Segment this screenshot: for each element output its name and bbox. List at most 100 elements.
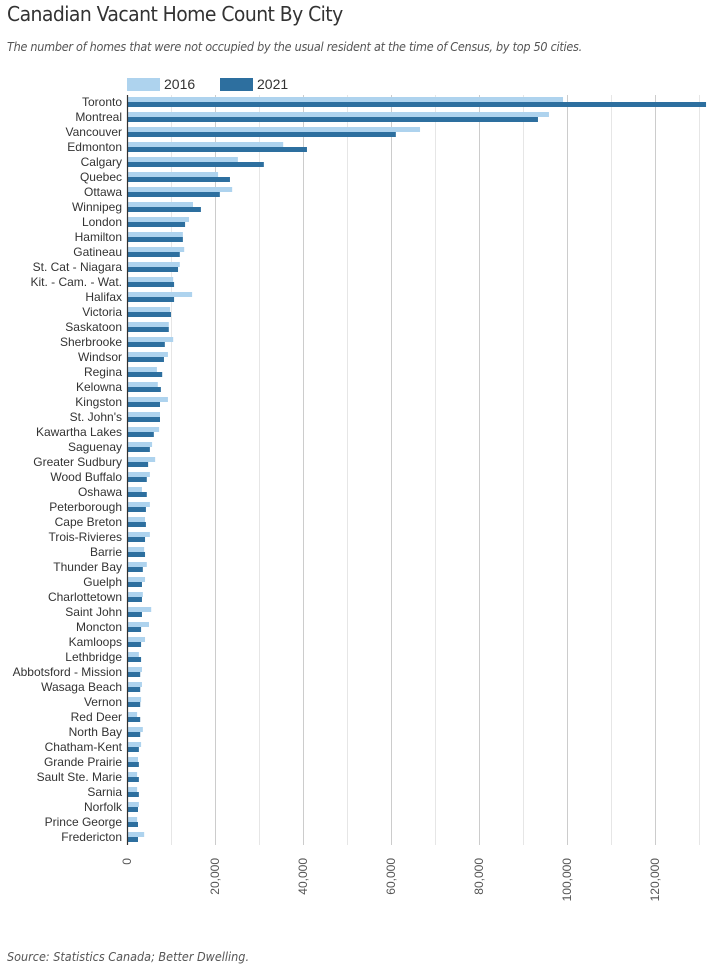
bar-2016[interactable] [127, 142, 284, 147]
bar-2016[interactable] [127, 412, 160, 417]
bar-2021[interactable] [127, 312, 171, 317]
bar-2021[interactable] [127, 102, 707, 107]
bar-2021[interactable] [127, 387, 161, 392]
bar-2016[interactable] [127, 157, 238, 162]
bar-2021[interactable] [127, 222, 186, 227]
bar-2021[interactable] [127, 837, 138, 842]
bar-2016[interactable] [127, 487, 142, 492]
bar-2016[interactable] [127, 292, 193, 297]
bar-2016[interactable] [127, 802, 139, 807]
bar-2016[interactable] [127, 532, 150, 537]
bar-2021[interactable] [127, 432, 154, 437]
bar-2016[interactable] [127, 832, 145, 837]
bar-2021[interactable] [127, 507, 146, 512]
bar-2021[interactable] [127, 342, 165, 347]
bar-2021[interactable] [127, 252, 180, 257]
bar-2016[interactable] [127, 247, 185, 252]
bar-2016[interactable] [127, 622, 149, 627]
bar-2021[interactable] [127, 462, 149, 467]
bar-2016[interactable] [127, 697, 142, 702]
bar-2021[interactable] [127, 477, 147, 482]
bar-2016[interactable] [127, 97, 564, 102]
bar-2021[interactable] [127, 177, 230, 182]
bar-2021[interactable] [127, 162, 264, 167]
bar-2021[interactable] [127, 192, 220, 197]
bar-2016[interactable] [127, 127, 421, 132]
bar-2016[interactable] [127, 187, 233, 192]
bar-2016[interactable] [127, 217, 190, 222]
bar-2016[interactable] [127, 712, 138, 717]
bar-2021[interactable] [127, 762, 139, 767]
bar-2021[interactable] [127, 807, 138, 812]
bar-2016[interactable] [127, 742, 142, 747]
bar-2021[interactable] [127, 642, 142, 647]
bar-2016[interactable] [127, 232, 183, 237]
bar-2016[interactable] [127, 322, 169, 327]
bar-2016[interactable] [127, 382, 158, 387]
bar-2021[interactable] [127, 417, 160, 422]
bar-2021[interactable] [127, 747, 139, 752]
bar-2016[interactable] [127, 652, 139, 657]
bar-2021[interactable] [127, 582, 142, 587]
bar-2016[interactable] [127, 172, 219, 177]
bar-2021[interactable] [127, 672, 141, 677]
bar-2016[interactable] [127, 502, 150, 507]
bar-2021[interactable] [127, 552, 146, 557]
bar-2021[interactable] [127, 327, 169, 332]
bar-2016[interactable] [127, 817, 138, 822]
bar-2016[interactable] [127, 442, 153, 447]
bar-2016[interactable] [127, 592, 143, 597]
bar-2021[interactable] [127, 372, 163, 377]
bar-2021[interactable] [127, 522, 146, 527]
bar-2021[interactable] [127, 657, 142, 662]
bar-2016[interactable] [127, 547, 145, 552]
bar-2016[interactable] [127, 562, 147, 567]
bar-2016[interactable] [127, 607, 152, 612]
bar-2016[interactable] [127, 637, 146, 642]
bar-2021[interactable] [127, 117, 538, 122]
bar-2021[interactable] [127, 792, 139, 797]
bar-2021[interactable] [127, 702, 141, 707]
bar-2016[interactable] [127, 577, 146, 582]
bar-2021[interactable] [127, 732, 141, 737]
bar-2016[interactable] [127, 112, 549, 117]
bar-2016[interactable] [127, 397, 168, 402]
bar-2021[interactable] [127, 237, 183, 242]
bar-2021[interactable] [127, 822, 138, 827]
bar-2021[interactable] [127, 492, 147, 497]
bar-2021[interactable] [127, 147, 307, 152]
bar-2021[interactable] [127, 267, 179, 272]
bar-2016[interactable] [127, 352, 168, 357]
bar-2021[interactable] [127, 612, 142, 617]
bar-2016[interactable] [127, 727, 143, 732]
bar-2021[interactable] [127, 447, 150, 452]
bar-2021[interactable] [127, 132, 396, 137]
bar-2021[interactable] [127, 297, 175, 302]
bar-2016[interactable] [127, 427, 160, 432]
bar-2016[interactable] [127, 367, 157, 372]
bar-2021[interactable] [127, 282, 175, 287]
bar-2021[interactable] [127, 357, 164, 362]
bar-2016[interactable] [127, 757, 138, 762]
bar-2016[interactable] [127, 472, 150, 477]
bar-2021[interactable] [127, 537, 146, 542]
bar-2016[interactable] [127, 307, 171, 312]
bar-2021[interactable] [127, 627, 142, 632]
bar-2016[interactable] [127, 202, 193, 207]
bar-2016[interactable] [127, 682, 142, 687]
bar-2021[interactable] [127, 402, 160, 407]
bar-2016[interactable] [127, 262, 180, 267]
bar-2016[interactable] [127, 337, 174, 342]
bar-2021[interactable] [127, 207, 201, 212]
bar-2021[interactable] [127, 777, 139, 782]
bar-2016[interactable] [127, 772, 138, 777]
bar-2021[interactable] [127, 597, 142, 602]
bar-2021[interactable] [127, 567, 143, 572]
bar-2016[interactable] [127, 787, 138, 792]
bar-2021[interactable] [127, 717, 141, 722]
bar-2021[interactable] [127, 687, 141, 692]
bar-2016[interactable] [127, 277, 174, 282]
bar-2016[interactable] [127, 517, 146, 522]
bar-2016[interactable] [127, 667, 142, 672]
bar-2016[interactable] [127, 457, 156, 462]
